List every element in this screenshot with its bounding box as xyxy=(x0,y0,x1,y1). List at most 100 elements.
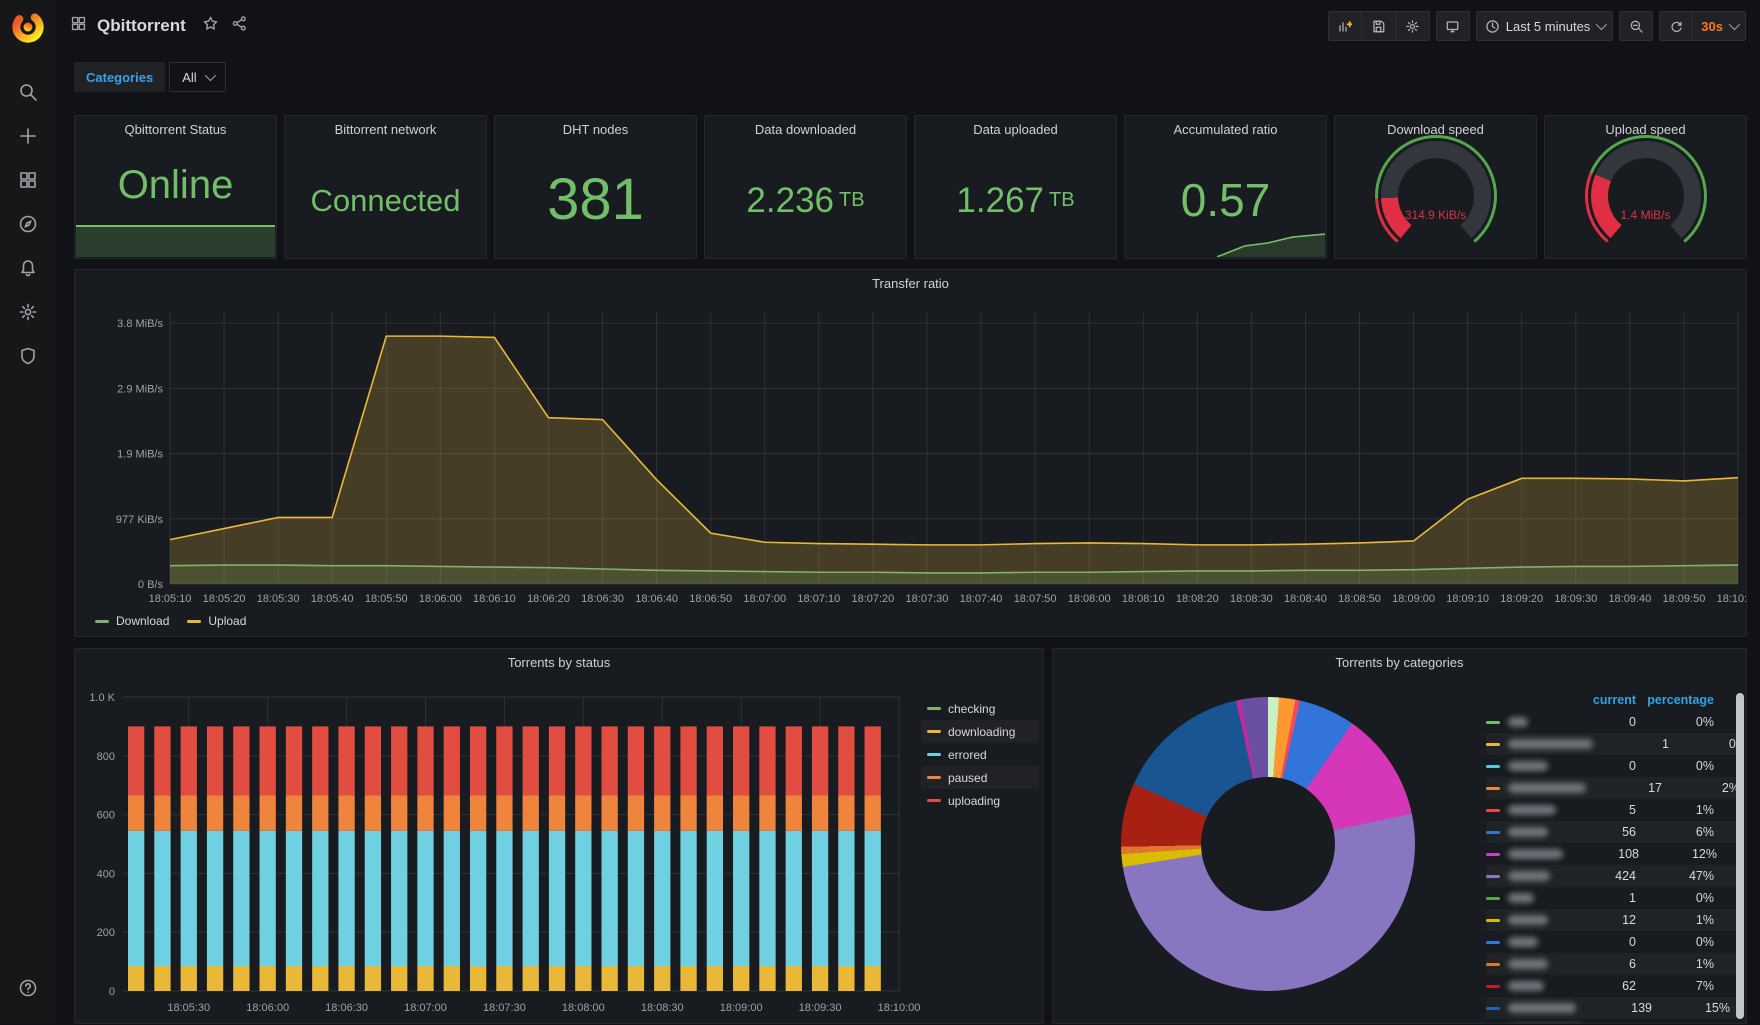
panel-title[interactable]: DHT nodes xyxy=(495,122,696,137)
sidebar-server-admin-icon[interactable] xyxy=(0,334,56,378)
sidebar-search-icon[interactable] xyxy=(0,70,56,114)
panel-title[interactable]: Qbittorrent Status xyxy=(75,122,276,137)
filter-categories-value[interactable]: All xyxy=(169,62,225,92)
bar-segment-errored xyxy=(391,831,407,966)
sidebar-configuration-icon[interactable] xyxy=(0,290,56,334)
cell-percentage: 2% xyxy=(1668,781,1736,795)
category-label-blurred xyxy=(1508,915,1548,925)
cell-percentage: 1% xyxy=(1642,913,1714,927)
bar-segment-paused xyxy=(496,795,512,830)
panel-title[interactable]: Accumulated ratio xyxy=(1125,122,1326,137)
bar-segment-downloading xyxy=(680,966,696,991)
stat-value: Connected xyxy=(311,185,461,216)
legend-item-errored[interactable]: errored xyxy=(921,743,1039,766)
zoom-out-time-button[interactable] xyxy=(1619,11,1653,41)
star-icon[interactable] xyxy=(196,11,225,41)
time-range-picker[interactable]: Last 5 minutes xyxy=(1476,11,1614,41)
bar-segment-errored xyxy=(181,831,197,966)
category-color-dash xyxy=(1486,1007,1500,1010)
dashboard-title[interactable]: Qbittorrent xyxy=(97,16,186,36)
panel-title[interactable]: Torrents by status xyxy=(75,655,1043,670)
y-axis-tick: 200 xyxy=(97,927,115,939)
bar-segment-paused xyxy=(838,795,854,830)
panel-title[interactable]: Data downloaded xyxy=(705,122,906,137)
chevron-down-icon xyxy=(1729,19,1740,30)
category-color-dash xyxy=(1486,809,1500,812)
panel-title[interactable]: Torrents by categories xyxy=(1053,655,1746,670)
cycle-view-button[interactable] xyxy=(1436,11,1470,41)
legend-item-upload[interactable]: Upload xyxy=(187,614,246,628)
grafana-logo[interactable] xyxy=(11,10,45,44)
bar-segment-paused xyxy=(470,795,486,830)
x-axis-tick: 18:07:40 xyxy=(960,593,1003,605)
sidebar-create-icon[interactable] xyxy=(0,114,56,158)
legend-item-paused[interactable]: paused xyxy=(921,766,1039,789)
y-axis-tick: 977 KiB/s xyxy=(116,514,164,526)
legend-dash xyxy=(927,776,941,779)
bar-segment-uploading xyxy=(181,726,197,795)
bar-segment-paused xyxy=(338,795,354,830)
legend-item-uploading[interactable]: uploading xyxy=(921,789,1039,812)
x-axis-tick: 18:06:30 xyxy=(581,593,624,605)
panel-title[interactable]: Bittorrent network xyxy=(285,122,486,137)
bar-segment-uploading xyxy=(233,726,249,795)
panel-title[interactable]: Transfer ratio xyxy=(75,276,1746,291)
refresh-interval-picker[interactable]: 30s xyxy=(1693,11,1746,41)
table-row[interactable]: 172% xyxy=(1486,777,1736,799)
bar-segment-downloading xyxy=(575,966,591,991)
bar-segment-uploading xyxy=(365,726,381,795)
cell-current: 0 xyxy=(1566,759,1636,773)
dashboard-grid-icon[interactable] xyxy=(70,15,87,37)
bar-segment-paused xyxy=(865,795,881,830)
y-axis-tick: 0 B/s xyxy=(138,579,164,591)
legend-item-checking[interactable]: checking xyxy=(921,697,1039,720)
bar-segment-paused xyxy=(628,795,644,830)
bar-segment-uploading xyxy=(759,726,775,795)
bar-segment-uploading xyxy=(680,726,696,795)
legend-item-downloading[interactable]: downloading xyxy=(921,720,1039,743)
bar-segment-errored xyxy=(812,831,828,966)
category-label-blurred xyxy=(1508,849,1563,859)
sidebar-dashboards-icon[interactable] xyxy=(0,158,56,202)
filter-categories-label[interactable]: Categories xyxy=(74,62,165,92)
table-row[interactable] xyxy=(1486,1019,1736,1023)
x-axis-tick: 18:10:00 xyxy=(1717,593,1746,605)
panel-title[interactable]: Data uploaded xyxy=(915,122,1116,137)
x-axis-tick: 18:07:30 xyxy=(906,593,949,605)
table-scrollbar[interactable] xyxy=(1736,693,1744,1019)
bar-segment-paused xyxy=(707,795,723,830)
share-icon[interactable] xyxy=(225,11,254,41)
column-header-percentage[interactable]: percentage xyxy=(1642,693,1714,707)
legend-label: uploading xyxy=(948,794,1000,808)
y-axis-tick: 400 xyxy=(97,868,115,880)
bar-segment-errored xyxy=(733,831,749,966)
sidebar-help-icon[interactable] xyxy=(0,966,56,1010)
table-row[interactable]: 10% xyxy=(1486,733,1736,755)
column-header-current[interactable]: current xyxy=(1566,693,1636,707)
save-dashboard-button[interactable] xyxy=(1362,11,1396,41)
legend-label: Download xyxy=(116,614,169,628)
sidebar-alerting-icon[interactable] xyxy=(0,246,56,290)
bar-segment-downloading xyxy=(260,966,276,991)
sidebar-explore-icon[interactable] xyxy=(0,202,56,246)
legend-dash xyxy=(927,799,941,802)
bar-segment-downloading xyxy=(601,966,617,991)
legend-item-download[interactable]: Download xyxy=(95,614,169,628)
x-axis-tick: 18:06:40 xyxy=(635,593,678,605)
refresh-button[interactable] xyxy=(1659,11,1693,41)
add-panel-button[interactable] xyxy=(1328,11,1362,41)
dashboard-settings-button[interactable] xyxy=(1396,11,1430,41)
